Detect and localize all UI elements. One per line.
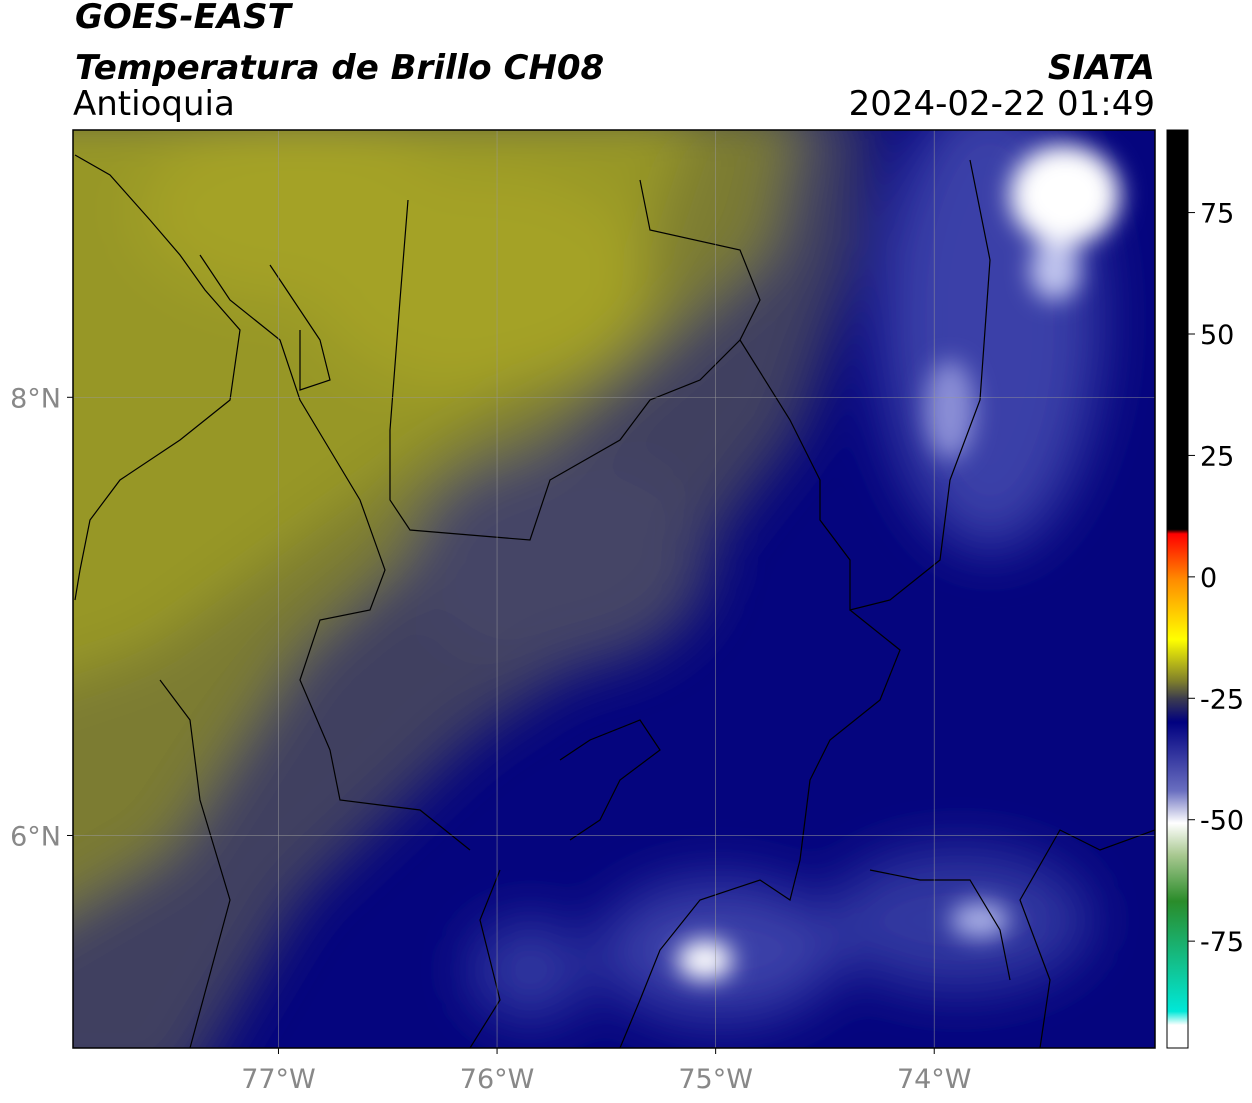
colorbar-tick-label: -75: [1200, 927, 1244, 958]
colorbar: [1166, 129, 1189, 1049]
region: Antioquia: [73, 84, 235, 124]
subtitle: Temperatura de Brillo CH08: [75, 48, 604, 88]
x-tick-label: 74°W: [897, 1064, 972, 1095]
colorbar-tick-label: 50: [1200, 320, 1234, 351]
satellite-image: [73, 130, 1155, 1048]
grid: [73, 130, 1155, 1048]
x-tick-label: 75°W: [678, 1064, 753, 1095]
map-frame: [72, 129, 1156, 1049]
colorbar-tick-label: 25: [1200, 441, 1234, 472]
title: GOES-EAST: [75, 0, 294, 37]
x-tick-label: 76°W: [460, 1064, 535, 1095]
colorbar-tick-label: -25: [1200, 684, 1244, 715]
source: SIATA: [1048, 48, 1155, 88]
x-tick-label: 77°W: [241, 1064, 316, 1095]
colorbar-tick-label: 75: [1200, 199, 1234, 230]
datetime: 2024-02-22 01:49: [849, 84, 1155, 124]
colorbar-tick-label: -50: [1200, 806, 1244, 837]
y-tick-label: 6°N: [10, 821, 61, 852]
colorbar-tick-label: 0: [1200, 563, 1217, 594]
y-tick-label: 8°N: [10, 383, 61, 414]
